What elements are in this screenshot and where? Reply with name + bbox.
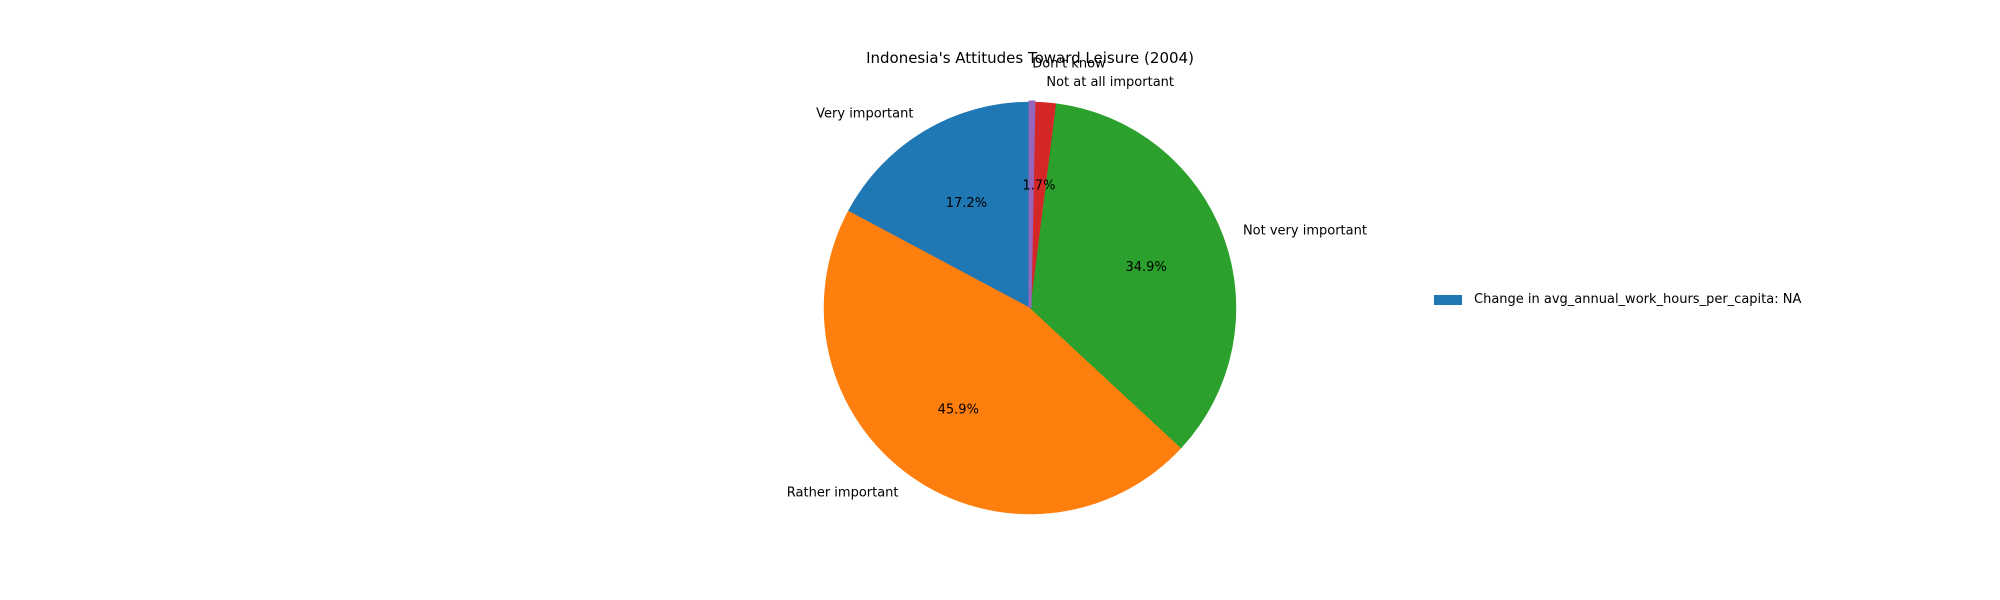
- slice-label-rather-important: Rather important: [787, 486, 899, 501]
- slice-percent-not-at-all-important: 1.7%: [1022, 179, 1055, 194]
- slice-label-very-important: Very important: [816, 107, 913, 122]
- slice-label-not-at-all-important: Not at all important: [1046, 75, 1174, 90]
- slice-percent-rather-important: 45.9%: [938, 403, 979, 418]
- pie-slice-rather-important: [823, 210, 1182, 515]
- slice-percent-not-very-important: 34.9%: [1126, 260, 1167, 275]
- slice-percent-very-important: 17.2%: [946, 196, 987, 211]
- slice-label-don-t-know: Don't know: [1032, 56, 1106, 71]
- pie-labels: Very important 17.2% Rather important 45.9%…: [787, 56, 1367, 500]
- chart-title: Indonesia's Attitudes Toward Leisure (20…: [866, 49, 1194, 67]
- legend-swatch: [1434, 294, 1462, 305]
- legend-label: Change in avg_annual_work_hours_per_capi…: [1474, 292, 1802, 307]
- chart-legend: Change in avg_annual_work_hours_per_capi…: [1434, 292, 1801, 307]
- slice-label-not-very-important: Not very important: [1243, 224, 1367, 239]
- pie-slice-don-t-know: [1028, 100, 1036, 309]
- pie-slice-very-important: [847, 101, 1031, 309]
- pie-slice-not-very-important: [1029, 103, 1237, 449]
- pie-slices: [823, 100, 1237, 515]
